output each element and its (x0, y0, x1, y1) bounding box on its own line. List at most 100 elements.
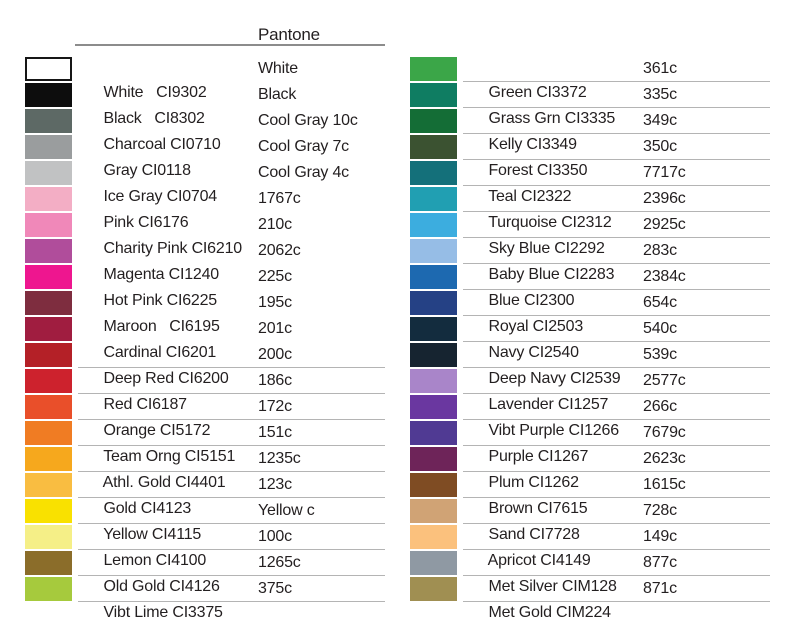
pantone-code: 186c (258, 372, 292, 389)
color-swatch (25, 291, 72, 315)
color-swatch (410, 577, 457, 601)
color-swatch (25, 187, 72, 211)
color-swatch (410, 109, 457, 133)
pantone-code: 540c (643, 320, 677, 337)
pantone-code: 200c (258, 346, 292, 363)
color-label: Pink CI6176 (103, 214, 189, 231)
pantone-code: 2925c (643, 216, 686, 233)
color-label: Met Silver CIM128 (488, 578, 617, 595)
color-label: Red CI6187 (103, 396, 187, 413)
color-row-text: Green CI3372 361c (463, 57, 770, 101)
pantone-code: 1767c (258, 190, 301, 207)
color-row: Orange CI5172 172c (25, 395, 385, 439)
pantone-code: Yellow c (258, 502, 315, 519)
color-row-text: Deep Red CI6200 200c (78, 343, 385, 387)
color-swatch (25, 369, 72, 393)
color-row-text: Charity Pink CI6210 210c (78, 213, 385, 257)
color-label: Sky Blue CI2292 (488, 240, 605, 257)
color-row: Gold CI4123 123c (25, 473, 385, 517)
header-rule (75, 44, 385, 46)
color-swatch (25, 239, 72, 263)
color-row: Lavender CI1257 2577c (410, 369, 770, 413)
pantone-code: 349c (643, 112, 677, 129)
color-label: Apricot CI4149 (487, 552, 591, 569)
pantone-code: 871c (643, 580, 677, 597)
color-row-text: Team Orng CI5151 151c (78, 421, 385, 465)
color-row: Cardinal CI6201 201c (25, 317, 385, 361)
pantone-code: 1615c (643, 476, 686, 493)
color-row-text: Charcoal CI0710 Cool Gray 10c (78, 109, 385, 153)
color-label: White CI9302 (103, 84, 207, 101)
pantone-code: 7679c (643, 424, 686, 441)
pantone-code: 100c (258, 528, 292, 545)
color-row: Magenta CI1240 2062c (25, 239, 385, 283)
color-label: Hot Pink CI6225 (103, 292, 217, 309)
color-row: Green CI3372 361c (410, 57, 770, 101)
color-swatch (410, 239, 457, 263)
color-swatch (25, 421, 72, 445)
color-swatch (25, 317, 72, 341)
color-row-text: Brown CI7615 1615c (463, 473, 770, 517)
color-swatch (410, 57, 457, 81)
color-row-text: Lavender CI1257 2577c (463, 369, 770, 413)
color-row: Brown CI7615 1615c (410, 473, 770, 517)
color-swatch (410, 343, 457, 367)
pantone-code: 1265c (258, 554, 301, 571)
color-row: Black CI8302 Black (25, 83, 385, 127)
color-row-text: Kelly CI3349 349c (463, 109, 770, 153)
pantone-code: 350c (643, 138, 677, 155)
color-row-text: White CI9302 White (78, 57, 385, 101)
color-row-text: Plum CI1262 2623c (463, 447, 770, 491)
color-label: Royal CI2503 (488, 318, 584, 335)
color-row: Met Gold CIM224 871c (410, 577, 770, 618)
color-row: Charcoal CI0710 Cool Gray 10c (25, 109, 385, 153)
color-swatch (410, 317, 457, 341)
color-row-text: Purple CI1267 7679c (463, 421, 770, 465)
color-row-text: Yellow CI4115 Yellow c (78, 499, 385, 543)
color-label: Blue CI2300 (488, 292, 575, 309)
color-swatch (25, 213, 72, 237)
color-column-left: White CI9302 White Black CI8302 Black Ch… (25, 57, 385, 618)
pantone-code: White (258, 60, 298, 77)
color-row: Vibt Lime CI3375 375c (25, 577, 385, 618)
color-row: Maroon CI6195 195c (25, 291, 385, 335)
pantone-code: Cool Gray 10c (258, 112, 358, 129)
color-label: Purple CI1267 (488, 448, 589, 465)
color-label: Forest CI3350 (488, 162, 588, 179)
color-swatch (410, 551, 457, 575)
color-row: White CI9302 White (25, 57, 385, 101)
color-row: Met Silver CIM128 877c (410, 551, 770, 595)
color-row-text: Sand CI7728 728c (463, 499, 770, 543)
pantone-code: 1235c (258, 450, 301, 467)
pantone-code: 123c (258, 476, 292, 493)
color-row: Charity Pink CI6210 210c (25, 213, 385, 257)
color-row-text: Magenta CI1240 2062c (78, 239, 385, 283)
color-row: Apricot CI4149 149c (410, 525, 770, 569)
color-swatch (410, 135, 457, 159)
color-swatch (25, 525, 72, 549)
color-label: Magenta CI1240 (103, 266, 219, 283)
pantone-code: 210c (258, 216, 292, 233)
color-label: Green CI3372 (488, 84, 587, 101)
color-row: Sand CI7728 728c (410, 499, 770, 543)
color-swatch (410, 161, 457, 185)
color-swatch (410, 187, 457, 211)
color-label: Grass Grn CI3335 (488, 110, 616, 127)
color-swatch (410, 447, 457, 471)
color-row: Lemon CI4100 100c (25, 525, 385, 569)
color-row: Forest CI3350 350c (410, 135, 770, 179)
color-swatch (410, 291, 457, 315)
color-row: Turquoise CI2312 2396c (410, 187, 770, 231)
pantone-code: 7717c (643, 164, 686, 181)
color-row-text: Red CI6187 186c (78, 369, 385, 413)
pantone-code: 151c (258, 424, 292, 441)
color-row-text: Teal CI2322 7717c (463, 161, 770, 205)
color-label: Orange CI5172 (103, 422, 211, 439)
color-row: Grass Grn CI3335 335c (410, 83, 770, 127)
color-label: Brown CI7615 (488, 500, 588, 517)
color-row: Baby Blue CI2283 283c (410, 239, 770, 283)
color-row-text: Orange CI5172 172c (78, 395, 385, 439)
color-label: Black CI8302 (103, 110, 205, 127)
color-row-text: Ice Gray CI0704 Cool Gray 4c (78, 161, 385, 205)
color-row: Blue CI2300 2384c (410, 265, 770, 309)
